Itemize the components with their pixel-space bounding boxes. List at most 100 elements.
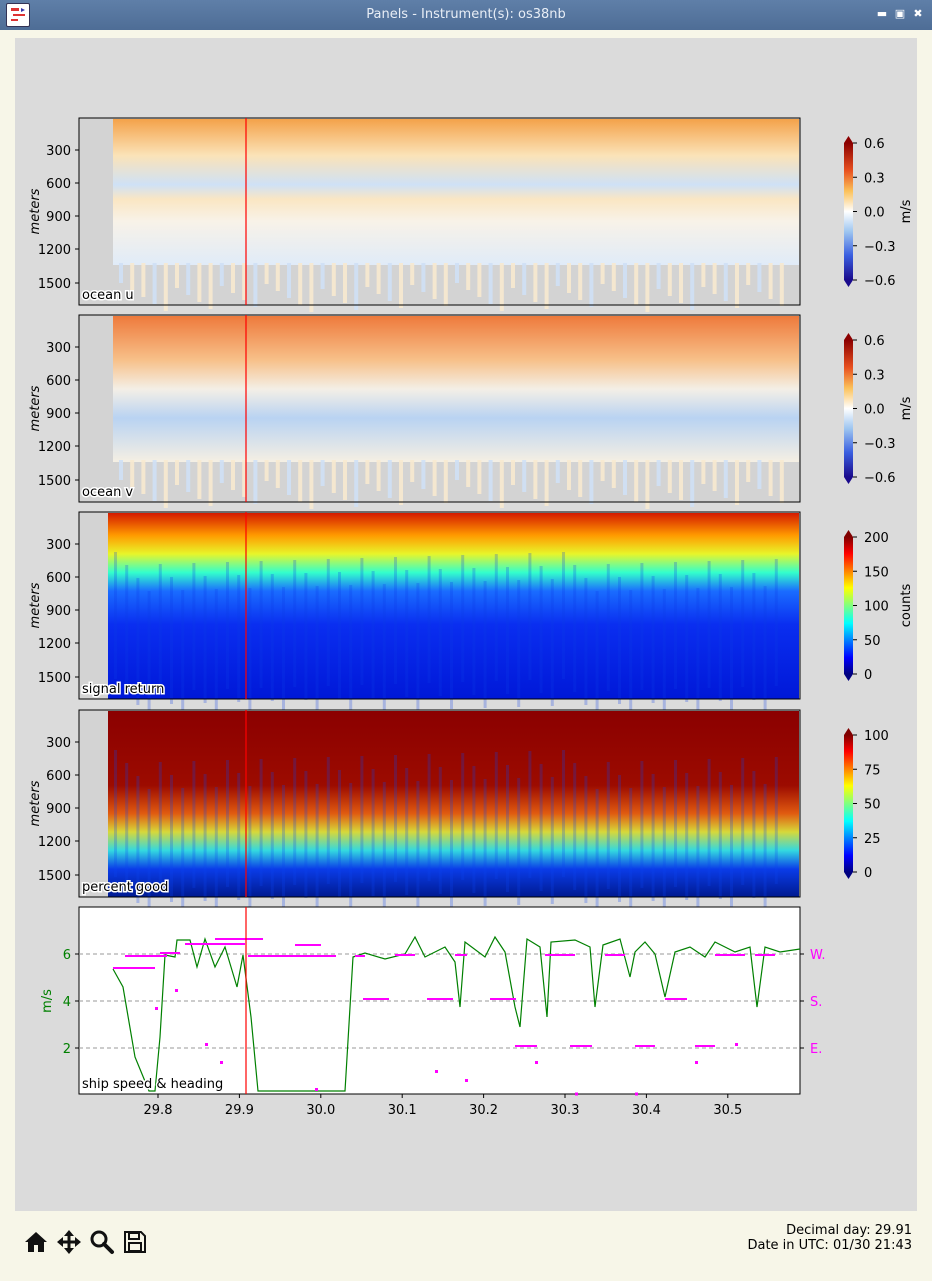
heading-point (494, 998, 496, 1000)
data-streak (326, 757, 330, 884)
figure-canvas[interactable]: 300 600 900 1200 1500 meters ocean u 0.6 0.3 0.0−… (15, 38, 917, 1211)
heading-point (225, 943, 227, 945)
y-axis-label: meters (28, 385, 43, 431)
decimal-day-text: Decimal day: 29.91 (786, 1223, 912, 1238)
heading-point (231, 938, 233, 940)
data-streak (320, 460, 325, 486)
data-streak (578, 460, 583, 497)
data-streak (309, 460, 314, 509)
heading-point (243, 938, 245, 940)
panel-percent-good: 300 600 900 1200 1500 meters percent good 100 75… (28, 709, 889, 916)
heading-point (141, 955, 143, 957)
data-streak (197, 460, 202, 499)
heading-point (409, 954, 411, 956)
heading-point (465, 954, 467, 956)
y-tick-label: 600 (46, 177, 71, 192)
y-tick-label: 600 (46, 571, 71, 586)
heading-point (441, 998, 443, 1000)
data-streak (667, 460, 672, 493)
heading-point (319, 944, 321, 946)
y-tick-label: 600 (46, 374, 71, 389)
heading-point (217, 943, 219, 945)
data-streak (141, 263, 146, 297)
minimize-icon[interactable]: ▬ (876, 7, 888, 20)
heading-point (490, 998, 492, 1000)
data-streak (354, 460, 359, 507)
heading-point (162, 952, 164, 954)
y-tick-label: 1500 (38, 474, 71, 489)
data-streak (214, 589, 218, 716)
heading-point (241, 938, 243, 940)
heading-point (727, 954, 729, 956)
heading-point (510, 998, 512, 1000)
data-streak (416, 583, 420, 710)
data-streak (499, 460, 504, 508)
data-streak (248, 588, 252, 715)
heading-point (261, 938, 263, 940)
heading-point (172, 952, 174, 954)
data-streak (443, 460, 448, 503)
colorbar-tick-label: −0.6 (864, 274, 896, 289)
app-icon[interactable] (6, 3, 30, 27)
data-streak (701, 460, 706, 484)
heading-point (588, 1045, 590, 1047)
heading-point (307, 944, 309, 946)
data-streak (304, 771, 308, 898)
data-streak (562, 750, 565, 877)
heading-point (311, 944, 313, 946)
heading-point (671, 998, 673, 1000)
colorbar-label: m/s (899, 396, 914, 420)
data-streak (253, 263, 258, 307)
heading-point (149, 955, 151, 957)
data-streak (763, 784, 767, 911)
heading-point (465, 1079, 468, 1082)
heading-point (623, 954, 625, 956)
heading-point (125, 967, 127, 969)
data-field (113, 316, 799, 462)
heading-point (459, 954, 461, 956)
data-streak (506, 765, 509, 892)
pan-icon[interactable] (55, 1228, 83, 1256)
data-streak (343, 460, 347, 500)
heading-point (613, 954, 615, 956)
data-streak (544, 263, 549, 309)
data-streak (242, 263, 247, 300)
heading-point (258, 955, 260, 957)
data-streak (522, 460, 527, 492)
heading-point (235, 938, 237, 940)
heading-point (201, 943, 203, 945)
data-streak (219, 460, 224, 483)
heading-point (403, 954, 405, 956)
panel-label: percent good (82, 880, 168, 895)
close-icon[interactable]: ✖ (913, 7, 923, 20)
data-streak (136, 578, 140, 705)
data-streak (315, 586, 319, 713)
data-streak (208, 263, 213, 309)
heading-point (508, 998, 510, 1000)
heading-point (735, 954, 737, 956)
heading-point (555, 954, 557, 956)
data-streak (645, 460, 650, 509)
heading-point (300, 955, 302, 957)
data-streak (488, 460, 493, 501)
panel-frame (78, 709, 801, 898)
data-streak (399, 263, 403, 308)
colorbar-min-arrow (844, 280, 853, 287)
data-streak (533, 263, 538, 302)
data-streak (511, 263, 515, 288)
save-icon[interactable] (121, 1228, 149, 1256)
home-icon[interactable] (22, 1228, 50, 1256)
data-streak (550, 579, 554, 706)
heading-point (635, 1045, 637, 1047)
zoom-icon[interactable] (88, 1228, 116, 1256)
data-streak (662, 787, 666, 914)
data-streak (275, 460, 280, 488)
heading-point (301, 944, 303, 946)
heading-point (332, 955, 334, 957)
heading-point (619, 954, 621, 956)
data-streak (114, 552, 117, 679)
heading-point (381, 998, 383, 1000)
data-streak (226, 760, 229, 887)
data-streak (387, 460, 392, 498)
maximize-icon[interactable]: ▣ (894, 7, 906, 20)
